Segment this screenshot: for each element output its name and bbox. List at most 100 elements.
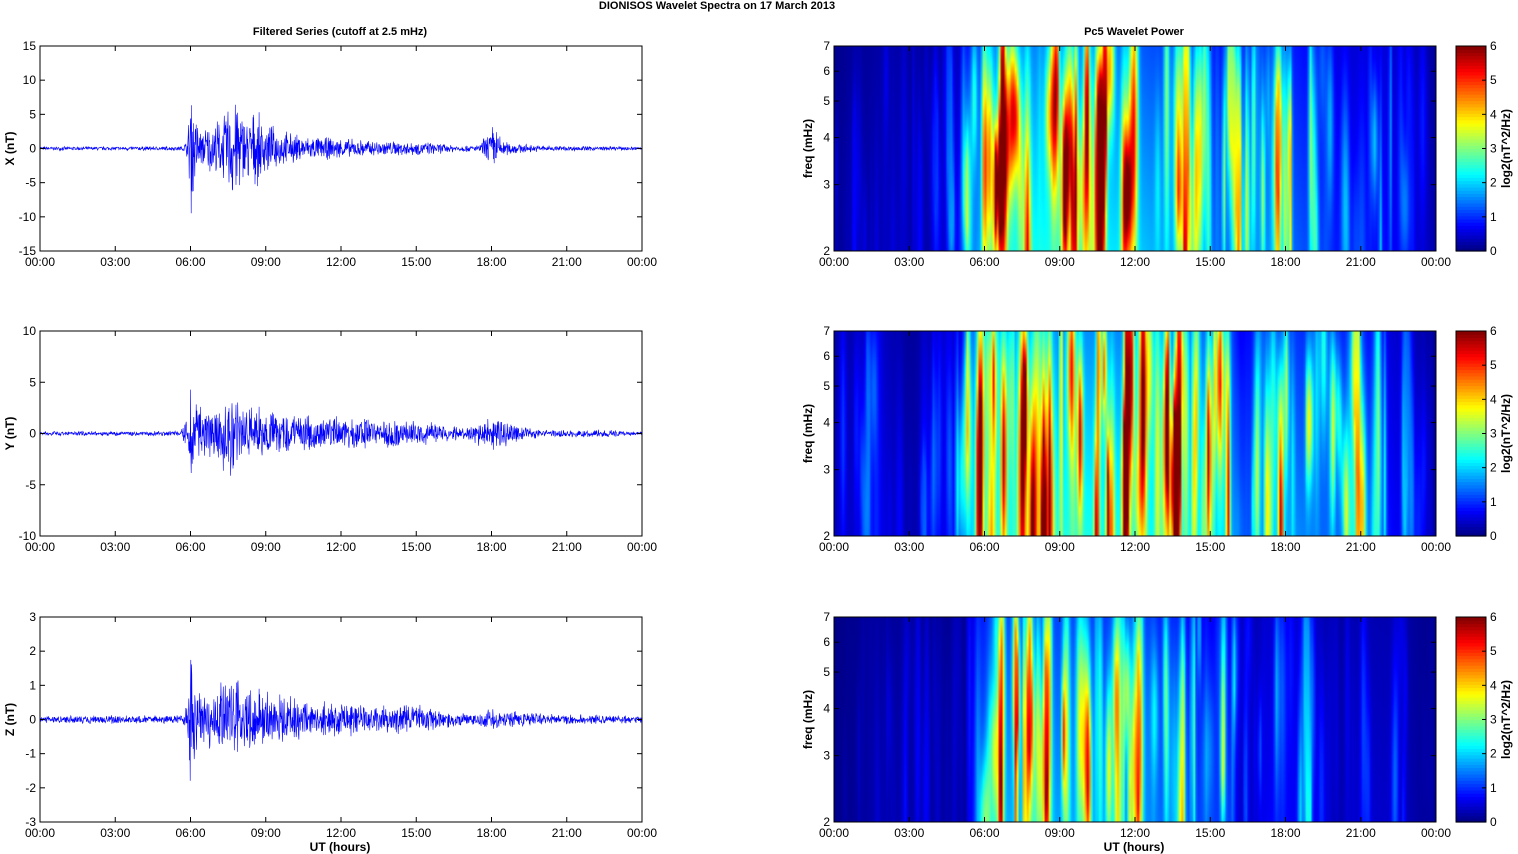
colorbar-swatch [1456, 732, 1486, 737]
x-tick-label: 21:00 [552, 540, 582, 554]
colorbar-swatch [1456, 49, 1486, 54]
colorbar-swatch [1456, 347, 1486, 351]
colorbar-swatch [1456, 642, 1486, 647]
colorbar-tick-label: 4 [1490, 107, 1497, 121]
colorbar-swatch [1456, 78, 1486, 82]
colorbar-swatch [1456, 436, 1486, 441]
series-panel-y: 00:00 03:00 06:00 09:00 12:00 15:00 18:00 21:00… [3, 324, 657, 554]
colorbar-swatch [1456, 754, 1486, 759]
colorbar-swatch [1456, 532, 1486, 537]
colorbar-swatch [1456, 745, 1486, 749]
colorbar-swatch [1456, 799, 1486, 804]
colorbar-swatch [1456, 379, 1486, 383]
colorbar-swatch [1456, 805, 1486, 810]
x-tick-label: 15:00 [401, 255, 431, 269]
x-tick-label: 12:00 [1120, 255, 1150, 269]
colorbar-swatch [1456, 145, 1486, 150]
left-column-title: Filtered Series (cutoff at 2.5 mHz) [253, 26, 428, 38]
colorbar-swatch [1456, 138, 1486, 143]
y-tick-label: 4 [823, 702, 830, 716]
x-tick-label: 06:00 [175, 255, 205, 269]
colorbar-swatch [1456, 68, 1486, 73]
colorbar-swatch [1456, 703, 1486, 708]
colorbar-swatch [1456, 119, 1486, 124]
y-tick-label: 5 [29, 375, 36, 389]
colorbar-swatch [1456, 433, 1486, 438]
colorbar: 0 1 2 3 4 5 6 log2(nT^2/Hz) [1455, 324, 1513, 543]
x-tick-label: 09:00 [251, 255, 281, 269]
x-tick-label: 03:00 [894, 540, 924, 554]
figure-title: DIONISOS Wavelet Spectra on 17 March 201… [599, 0, 835, 12]
colorbar-swatch [1456, 484, 1486, 489]
colorbar-swatch [1456, 340, 1486, 345]
colorbar-swatch [1456, 510, 1486, 515]
colorbar-swatch [1456, 372, 1486, 377]
colorbar-tick-label: 6 [1490, 610, 1497, 624]
colorbar-swatch [1456, 465, 1486, 470]
colorbar-swatch [1456, 238, 1486, 242]
colorbar-swatch [1456, 652, 1486, 657]
colorbar-swatch [1456, 761, 1486, 765]
colorbar-tick-label: 5 [1490, 644, 1497, 658]
x-tick-label: 21:00 [1346, 826, 1376, 840]
x-tick-label: 09:00 [1045, 255, 1075, 269]
colorbar-swatch [1456, 523, 1486, 527]
colorbar-swatch [1456, 174, 1486, 178]
colorbar-swatch [1456, 812, 1486, 817]
colorbar-swatch [1456, 706, 1486, 711]
y-tick-label: 0 [29, 427, 36, 441]
x-tick-label: 12:00 [326, 540, 356, 554]
colorbar-swatch [1456, 497, 1486, 502]
x-tick-label: 00:00 [627, 255, 657, 269]
x-tick-label: 21:00 [1346, 540, 1376, 554]
colorbar-swatch [1456, 645, 1486, 650]
y-tick-label: 6 [823, 635, 830, 649]
colorbar-swatch [1456, 700, 1486, 705]
colorbar-swatch [1456, 212, 1486, 217]
colorbar-swatch [1456, 690, 1486, 695]
colorbar-swatch [1456, 491, 1486, 495]
colorbar-swatch [1456, 633, 1486, 637]
colorbar-swatch [1456, 757, 1486, 762]
colorbar-swatch [1456, 639, 1486, 644]
colorbar-swatch [1456, 617, 1486, 621]
x-tick-label: 18:00 [1270, 826, 1300, 840]
y-tick-label: -15 [19, 244, 37, 258]
colorbar-swatch [1456, 655, 1486, 660]
colorbar-swatch [1456, 417, 1486, 422]
colorbar-tick-label: 5 [1490, 358, 1497, 372]
colorbar-swatch [1456, 443, 1486, 447]
colorbar-swatch [1456, 116, 1486, 121]
y-tick-label: 1 [29, 678, 36, 692]
colorbar-swatch [1456, 684, 1486, 689]
y-tick-label: -1 [25, 747, 36, 761]
colorbar-swatch [1456, 719, 1486, 724]
x-tick-label: 21:00 [552, 255, 582, 269]
colorbar-tick-label: 1 [1490, 495, 1497, 509]
colorbar-swatch [1456, 693, 1486, 698]
colorbar-swatch [1456, 190, 1486, 194]
colorbar-swatch [1456, 142, 1486, 146]
colorbar-swatch [1456, 741, 1486, 746]
y-tick-label: 4 [823, 131, 830, 145]
colorbar-tick-label: 4 [1490, 392, 1497, 406]
colorbar-swatch [1456, 222, 1486, 226]
left-xlabel: UT (hours) [310, 840, 371, 854]
wavelet-power-image [834, 46, 1436, 251]
y-axis-label: Y (nT) [3, 417, 17, 451]
x-tick-label: 06:00 [969, 540, 999, 554]
colorbar-swatch [1456, 414, 1486, 419]
y-tick-label: 3 [823, 749, 830, 763]
y-tick-label: 3 [823, 178, 830, 192]
colorbar-swatch [1456, 180, 1486, 185]
colorbar-tick-label: 3 [1490, 142, 1497, 156]
y-tick-label: 6 [823, 64, 830, 78]
colorbar-swatch [1456, 55, 1486, 60]
colorbar-tick-label: 5 [1490, 73, 1497, 87]
colorbar-swatch [1456, 767, 1486, 772]
right-xlabel: UT (hours) [1104, 840, 1165, 854]
colorbar-swatch [1456, 337, 1486, 342]
colorbar-swatch [1456, 154, 1486, 159]
colorbar-label: log2(nT^2/Hz) [1499, 680, 1513, 759]
